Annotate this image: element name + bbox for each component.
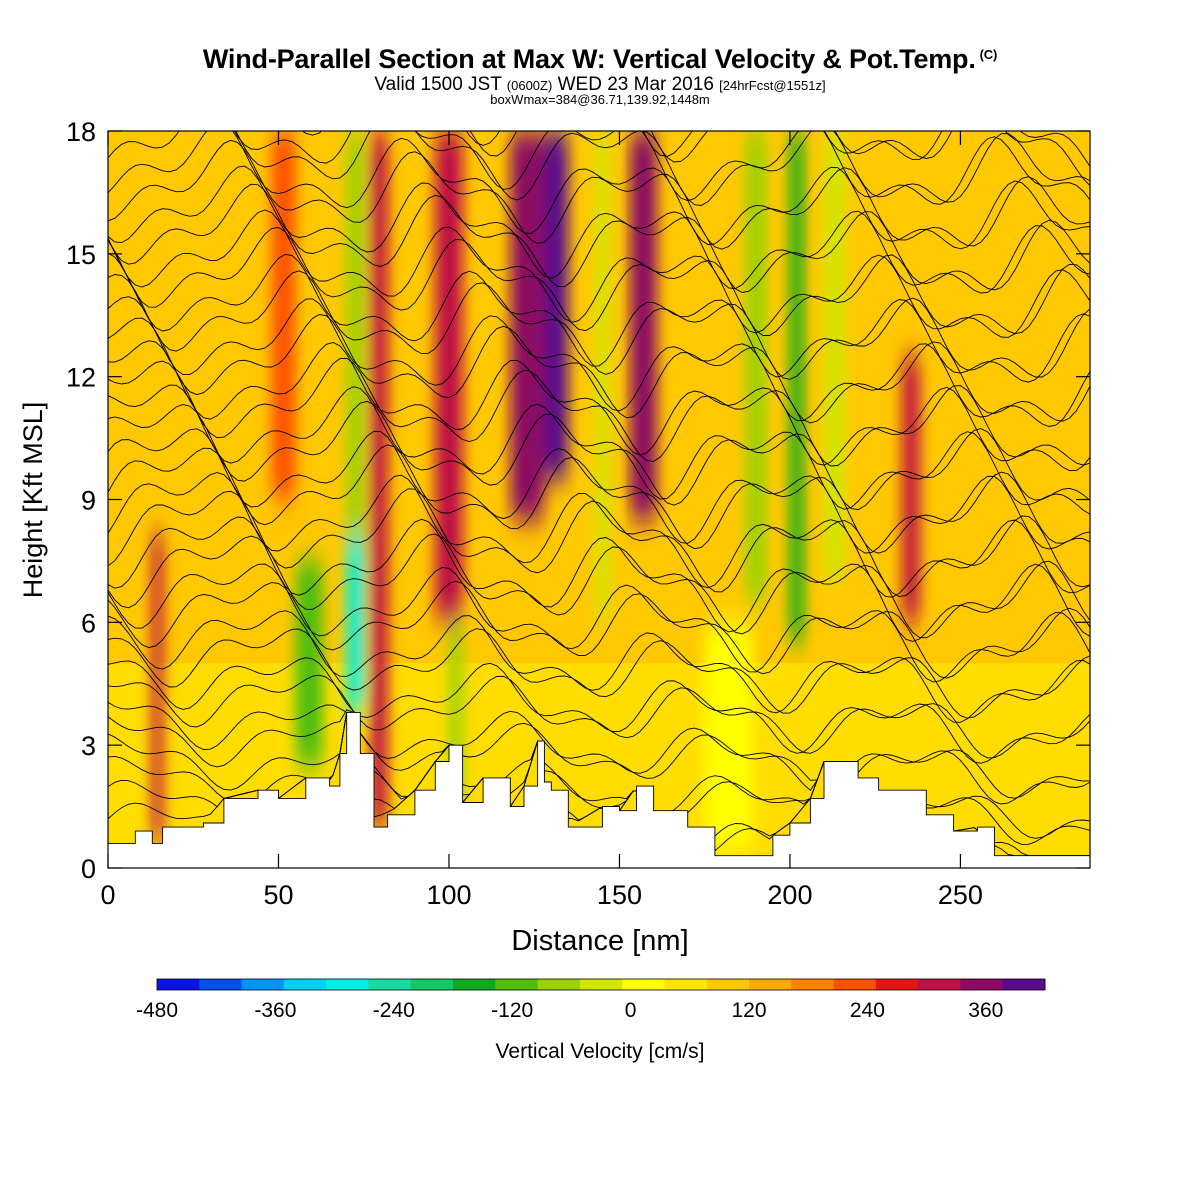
colorbar-swatch-13 (706, 979, 750, 990)
velocity-band-1 (271, 131, 296, 500)
colorbar: -480 -360 -240 -120 0 120 240 360 (136, 978, 1046, 1022)
colorbar-tick-label: 0 (625, 999, 637, 1022)
theta-contour-31 (108, 131, 1090, 250)
colorbar-frame (156, 978, 1046, 991)
theta-contour-27 (108, 209, 1090, 338)
colorbar-swatch-0 (157, 979, 200, 990)
x-tick-label: 150 (597, 880, 642, 910)
theta-contour-21 (108, 340, 1090, 471)
theta-contour-32 (108, 131, 1090, 206)
theta-contour-17 (108, 428, 1090, 554)
colorbar-swatch-1 (199, 979, 242, 990)
velocity-band-3 (346, 499, 364, 713)
colorbar-swatch-15 (791, 979, 834, 990)
colorbar-swatch-20 (1002, 979, 1046, 990)
theta-contours (108, 131, 1090, 857)
colorbar-swatch-16 (833, 979, 877, 990)
theta-contour-4 (108, 709, 1090, 799)
chart-title: Wind-Parallel Section at Max W: Vertical… (202, 44, 998, 74)
velocity-band-16 (704, 622, 753, 848)
x-tick-label: 0 (100, 880, 115, 910)
colorbar-swatch-5 (368, 979, 412, 990)
y-tick-label: 12 (66, 363, 96, 393)
colorbar-swatch-12 (664, 979, 708, 990)
chart-subtitle: Valid 1500 JST (0600Z) WED 23 Mar 2016 [… (374, 74, 826, 95)
theta-contour-29 (108, 165, 1090, 294)
terrain (108, 711, 1090, 868)
colorbar-tick-label: 240 (850, 999, 885, 1022)
colorbar-label: Vertical Velocity [cm/s] (496, 1040, 705, 1063)
colorbar-swatch-6 (410, 979, 454, 990)
velocity-band-4 (346, 131, 364, 541)
colorbar-tick-label: 360 (968, 999, 1003, 1022)
y-tick-label: 18 (66, 117, 96, 147)
colorbar-tick-label: 120 (731, 999, 766, 1022)
colorbar-swatch-3 (283, 979, 327, 990)
velocity-band-8 (510, 131, 545, 520)
y-tick-label: 3 (81, 731, 96, 761)
theta-contour-34 (301, 131, 1090, 167)
colorbar-tick-label: -240 (373, 999, 415, 1022)
colorbar-tick-label: -480 (136, 999, 178, 1022)
theta-contour-25 (108, 252, 1090, 383)
theta-contour-23 (108, 296, 1090, 427)
colorbar-tick-label: -120 (491, 999, 533, 1022)
theta-contour-7 (108, 657, 1090, 764)
velocity-band-10 (595, 131, 610, 623)
x-axis-label: Distance [nm] (511, 925, 688, 957)
theta-contour-14 (108, 488, 1090, 597)
velocity-band-14 (824, 131, 845, 582)
theta-contour-9 (108, 610, 1090, 723)
colorbar-swatch-18 (918, 979, 961, 990)
colorbar-swatch-2 (241, 979, 285, 990)
y-tick-label: 6 (81, 608, 96, 638)
theta-contour-13 (108, 516, 1090, 642)
x-tick-label: 250 (938, 880, 983, 910)
chart-boxwmax: boxWmax=384@36.71,139.92,1448m (490, 92, 710, 107)
copyright-mark: (C) (979, 47, 998, 62)
x-tick-label: 50 (263, 880, 293, 910)
colorbar-swatch-14 (749, 979, 792, 990)
theta-contour-11 (108, 563, 1090, 683)
colorbar-swatch-7 (453, 979, 496, 990)
theta-contour-24 (108, 270, 1090, 380)
plot-area (108, 131, 1090, 868)
axes: 0 50 100 150 200 250 0 3 6 9 12 15 18 (66, 117, 1090, 910)
x-tick-label: 200 (767, 880, 812, 910)
theta-contour-15 (108, 472, 1090, 598)
theta-contour-22 (108, 314, 1090, 424)
colorbar-swatch-4 (326, 979, 369, 990)
colorbar-swatch-11 (622, 979, 665, 990)
y-tick-label: 15 (66, 240, 96, 270)
theta-contour-16 (108, 444, 1090, 554)
velocity-band-9 (544, 131, 569, 480)
colorbar-swatch-10 (579, 979, 623, 990)
x-tick-label: 100 (426, 880, 471, 910)
theta-contour-19 (108, 384, 1090, 515)
theta-contour-26 (108, 227, 1090, 336)
y-axis-label: Height [Kft MSL] (18, 402, 48, 599)
colorbar-swatch-19 (960, 979, 1004, 990)
velocity-band-0 (152, 532, 163, 844)
y-tick-label: 9 (81, 486, 96, 516)
theta-contour-28 (108, 183, 1090, 293)
theta-contour-5 (108, 701, 1090, 805)
y-tick-label: 0 (81, 854, 96, 884)
velocity-band-12 (745, 131, 767, 602)
theta-contour-35 (465, 131, 1090, 187)
velocity-band-13 (789, 131, 804, 643)
velocity-band-2 (295, 560, 323, 766)
theta-contour-18 (108, 400, 1090, 511)
theta-contour-10 (108, 580, 1090, 679)
colorbar-tick-label: -360 (254, 999, 296, 1022)
colorbar-swatch-8 (495, 979, 538, 990)
theta-contour-8 (108, 628, 1090, 719)
theta-contour-20 (108, 357, 1090, 467)
theta-contour-33 (233, 131, 1090, 205)
velocity-band-15 (902, 356, 920, 623)
colorbar-swatch-9 (537, 979, 581, 990)
velocity-band-5 (370, 131, 388, 828)
colorbar-swatch-17 (875, 979, 919, 990)
